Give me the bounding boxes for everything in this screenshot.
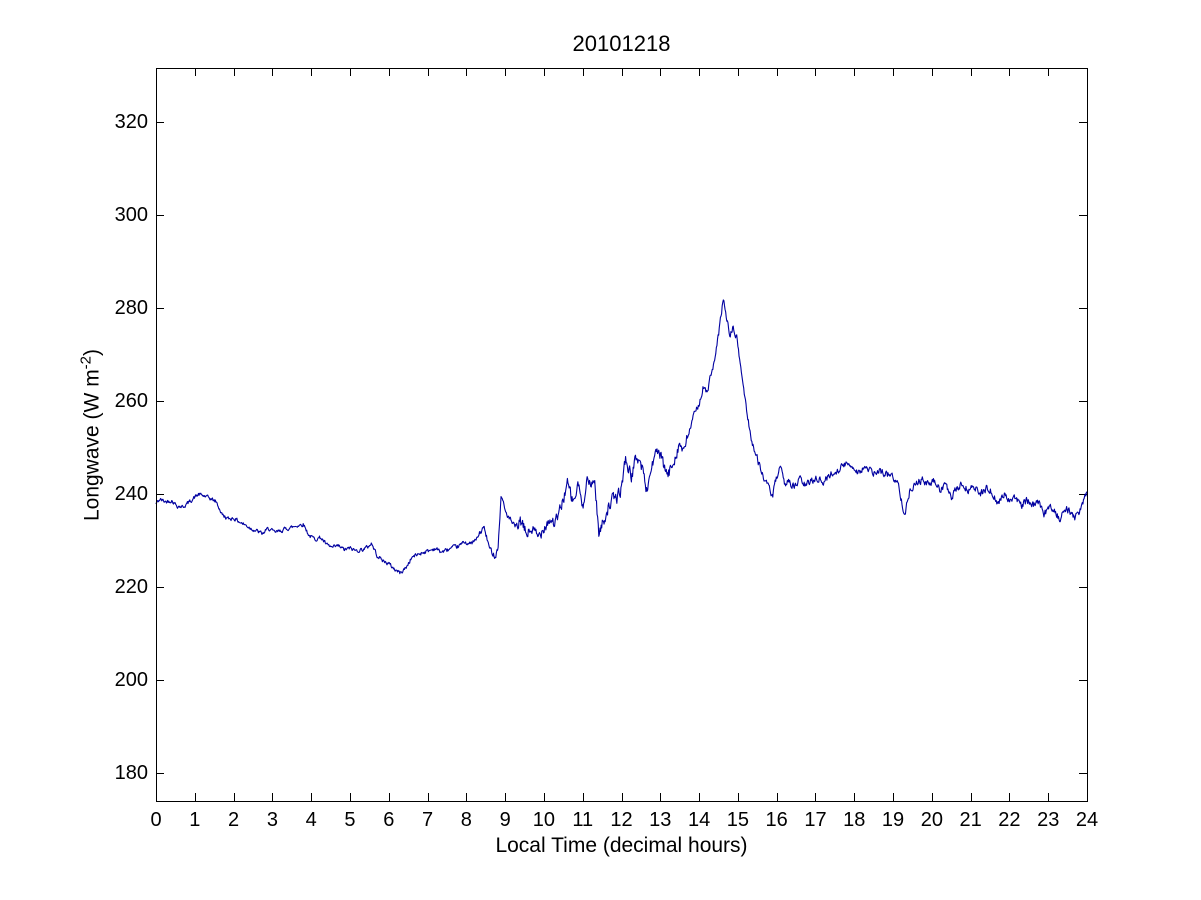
x-tick-label: 6 [383,809,395,831]
x-tick-label: 8 [460,809,472,831]
x-tick-label: 17 [804,809,827,831]
x-tick-label: 1 [189,809,201,831]
x-tick-label: 10 [532,809,556,831]
x-axis-label: Local Time (decimal hours) [495,834,748,857]
y-tick-label: 200 [114,668,148,691]
axes-box [156,68,1088,802]
x-tick-label: 12 [610,809,633,831]
x-tick-label: 14 [687,809,711,831]
x-tick-label: 5 [344,809,356,831]
x-tick-label: 23 [1037,809,1060,831]
y-tick-label: 240 [114,482,148,505]
x-tick-label: 7 [421,809,434,831]
y-tick-label: 180 [114,762,148,785]
y-tick-label: 220 [114,575,148,598]
y-tick-label: 260 [114,389,148,412]
x-tick-label: 2 [228,809,240,831]
x-tick-label: 20 [920,809,943,831]
x-tick-label: 22 [998,809,1021,831]
x-tick-label: 9 [499,809,511,831]
chart-title: 20101218 [572,31,671,56]
x-tick-label: 16 [765,809,788,831]
y-axis-label-close: ) [80,348,104,356]
x-tick-label: 19 [881,809,905,831]
x-tick-label: 24 [1075,809,1099,831]
x-tick-label: 0 [150,809,162,831]
x-tick-label: 15 [726,809,749,831]
y-tick-label: 320 [114,110,148,133]
x-tick-label: 13 [649,809,672,831]
y-tick-label: 280 [114,296,148,319]
axis-ticks [156,68,1088,801]
x-tick-label: 3 [266,809,278,831]
y-tick-label: 300 [114,203,148,226]
x-tick-label: 11 [572,809,594,831]
y-axis-label-superscript: -2 [77,355,95,370]
x-tick-label: 21 [959,809,982,831]
longwave-series-line [155,299,1088,575]
x-tick-label: 18 [843,809,866,831]
x-tick-label: 4 [305,809,317,831]
